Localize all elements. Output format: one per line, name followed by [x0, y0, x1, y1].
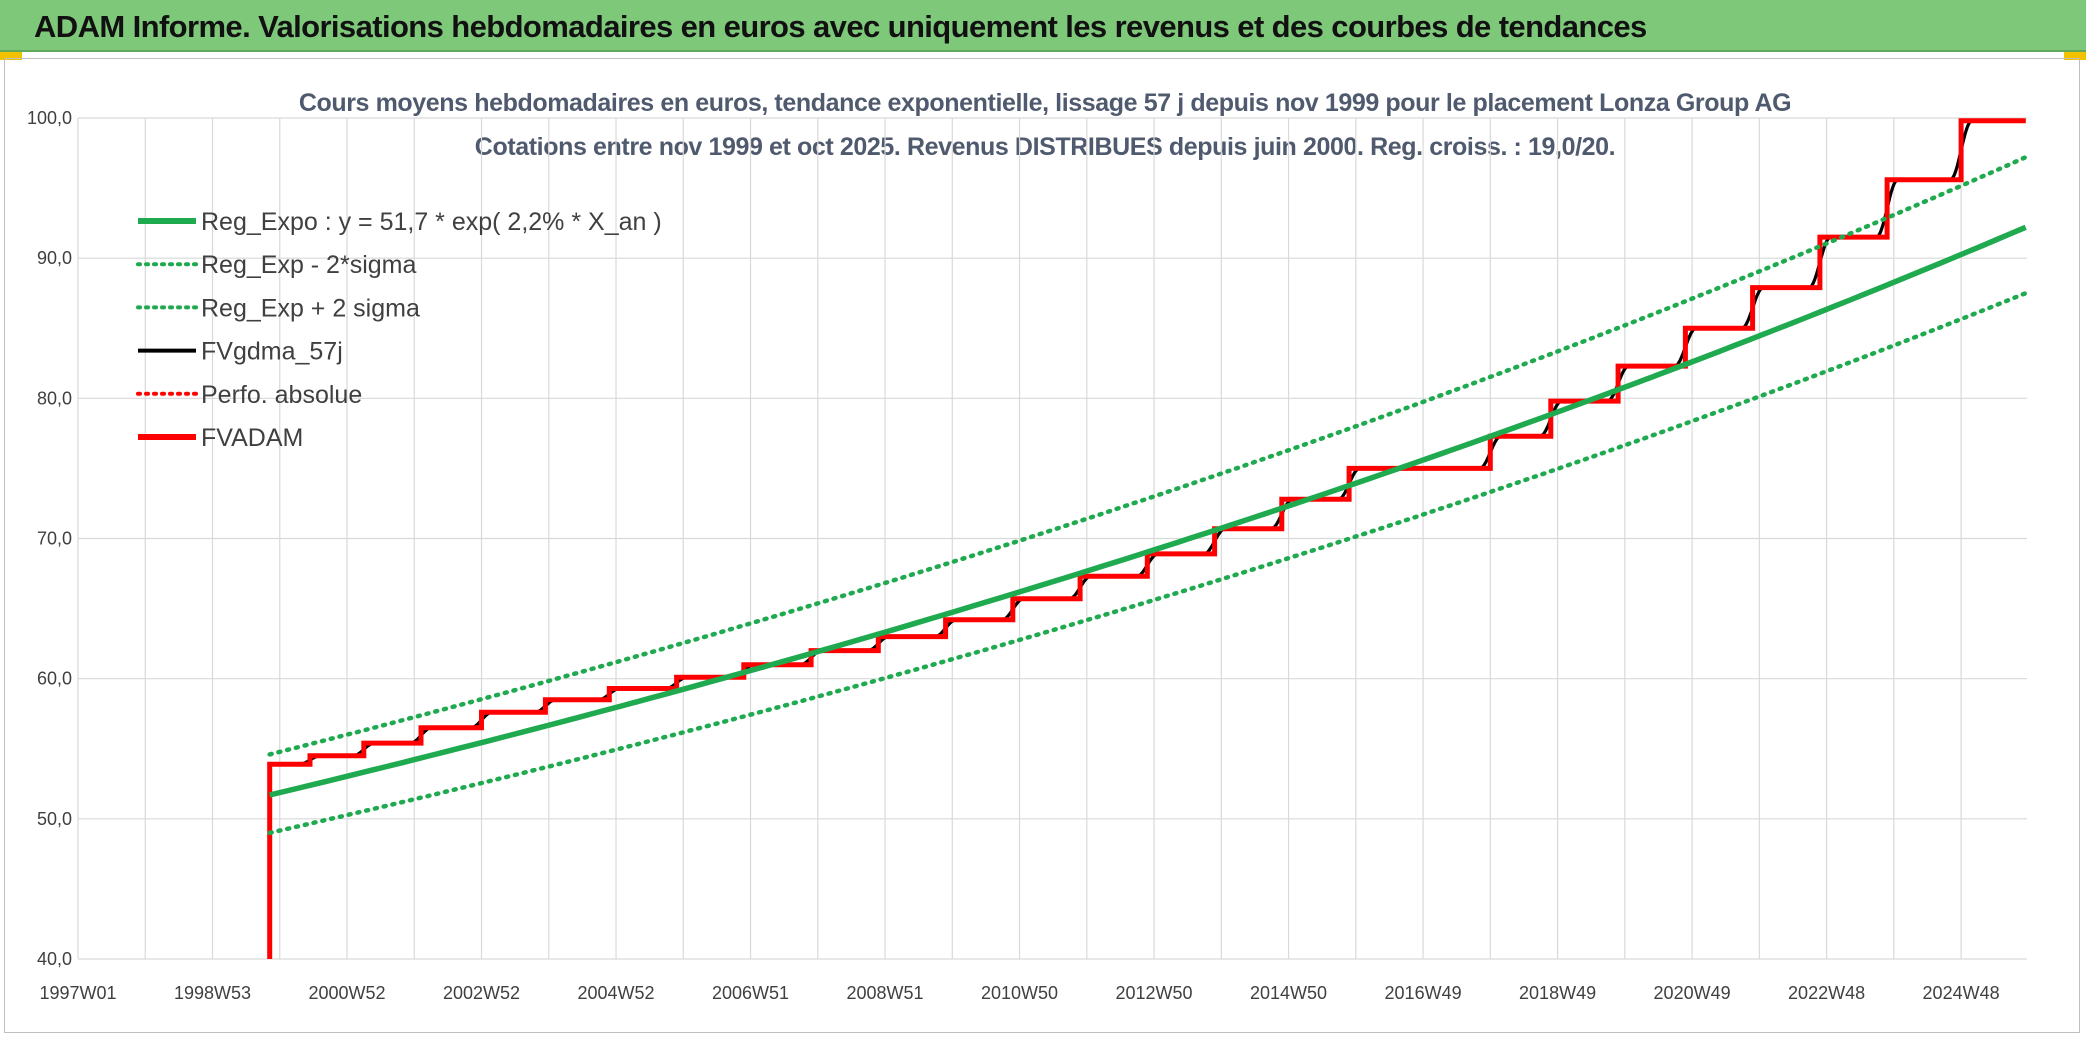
y-tick-label: 100,0 [27, 108, 72, 128]
corner-marker-left [0, 52, 22, 60]
chart-frame [4, 58, 2080, 1033]
series-reg-exp-minus-2sigma [267, 290, 2028, 836]
x-tick-label: 1998W53 [174, 983, 251, 1003]
x-tick-label: 2016W49 [1385, 983, 1462, 1003]
y-tick-label: 60,0 [37, 669, 72, 689]
legend: Reg_Expo : y = 51,7 * exp( 2,2% * X_an )… [136, 208, 662, 452]
chart-subtitle: Cotations entre nov 1999 et oct 2025. Re… [475, 133, 1615, 161]
report-title: ADAM Informe. Valorisations hebdomadaire… [34, 9, 1647, 44]
series-reg-exp-plus-2sigma [267, 154, 2028, 757]
x-tick-label: 2002W52 [443, 983, 520, 1003]
series-reg-expo [269, 224, 2027, 798]
x-tick-label: 2010W50 [981, 983, 1058, 1003]
legend-label: Reg_Expo : y = 51,7 * exp( 2,2% * X_an ) [201, 208, 662, 236]
axes: 40,0 50,0 60,0 70,0 80,0 90,0 100,0 1997W01 1998… [27, 108, 2000, 1003]
y-tick-label: 50,0 [37, 809, 72, 829]
y-tick-label: 70,0 [37, 529, 72, 549]
series [267, 118, 2028, 959]
legend-label: FVgdma_57j [201, 338, 343, 366]
x-tick-label: 2020W49 [1654, 983, 1731, 1003]
y-tick-label: 40,0 [37, 949, 72, 969]
report-banner: ADAM Informe. Valorisations hebdomadaire… [0, 0, 2086, 52]
legend-label: Reg_Exp + 2 sigma [201, 294, 420, 322]
legend-label: Perfo. absolue [201, 381, 362, 409]
x-tick-label: 2024W48 [1923, 983, 2000, 1003]
x-tick-label: 2006W51 [712, 983, 789, 1003]
x-tick-label: 2022W48 [1788, 983, 1865, 1003]
corner-marker-right [2064, 52, 2086, 60]
legend-label: Reg_Exp - 2*sigma [201, 251, 416, 279]
x-tick-label: 2004W52 [577, 983, 654, 1003]
legend-label: FVADAM [201, 424, 303, 452]
y-tick-label: 80,0 [37, 388, 72, 408]
x-tick-label: 2000W52 [308, 983, 385, 1003]
series-fvadam [267, 118, 2026, 959]
chart-title: Cours moyens hebdomadaires en euros, ten… [299, 89, 1791, 117]
x-tick-label: 2014W50 [1250, 983, 1327, 1003]
x-tick-label: 2008W51 [847, 983, 924, 1003]
x-tick-label: 2018W49 [1519, 983, 1596, 1003]
grid [77, 117, 2027, 960]
x-tick-label: 1997W01 [39, 983, 116, 1003]
x-tick-label: 2012W50 [1116, 983, 1193, 1003]
y-tick-label: 90,0 [37, 248, 72, 268]
